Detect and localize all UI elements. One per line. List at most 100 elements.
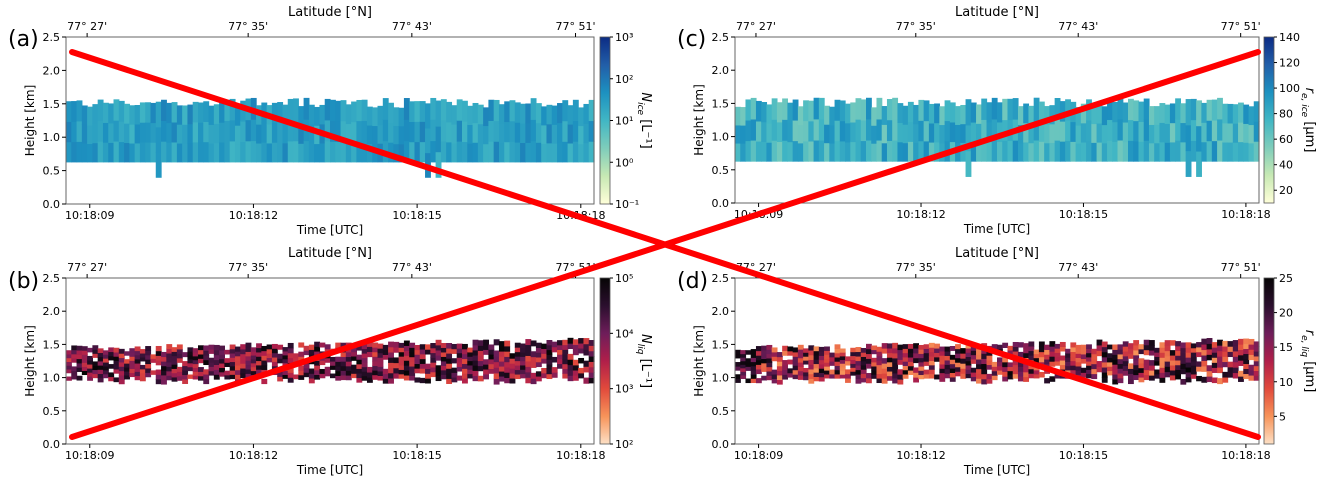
heatmap-cell [735, 366, 741, 371]
heatmap-cell [839, 352, 846, 357]
heatmap-cell [1175, 140, 1181, 162]
heatmap-cell [425, 349, 431, 355]
heatmap-cell [187, 374, 194, 379]
heatmap-cell [1117, 118, 1124, 141]
heatmap-cell [145, 142, 152, 163]
heatmap-cell [949, 122, 956, 143]
heatmap-cell [425, 128, 431, 154]
heatmap-cell [477, 350, 484, 356]
heatmap-cell [430, 362, 437, 368]
heatmap-cell [171, 376, 178, 382]
heatmap-cell [991, 366, 998, 372]
heatmap-cell [1211, 140, 1218, 162]
heatmap-cell [234, 374, 241, 380]
heatmap-cell [551, 356, 558, 363]
heatmap-cell [171, 364, 178, 369]
heatmap-cell [388, 122, 394, 143]
heatmap-cell [1164, 345, 1171, 352]
heatmap-cell [1133, 374, 1140, 381]
heatmap-cell [314, 360, 321, 366]
heatmap-cell [472, 122, 479, 143]
heatmap-cell [1012, 369, 1019, 375]
heatmap-cell [182, 374, 189, 380]
heatmap-cell [845, 360, 851, 366]
heatmap-cell [797, 353, 804, 359]
heatmap-cell [1238, 370, 1244, 377]
heatmap-cell [261, 142, 268, 163]
heatmap-cell [923, 140, 930, 162]
heatmap-cell [403, 140, 410, 163]
heatmap-cell [1065, 365, 1071, 371]
heatmap-cell [1227, 361, 1234, 368]
heatmap-cell [1122, 346, 1129, 352]
heatmap-cell [897, 122, 904, 143]
heatmap-cell [1227, 351, 1234, 358]
heatmap-cell [955, 357, 961, 363]
heatmap-cell [782, 140, 788, 162]
heatmap-cell [1253, 355, 1260, 362]
heatmap-cell [829, 361, 836, 366]
heatmap-cell [303, 140, 310, 163]
heatmap-cell [1075, 353, 1082, 359]
heatmap-cell [546, 373, 553, 380]
heatmap-cell [934, 352, 940, 358]
heatmap-cell [776, 121, 783, 143]
heatmap-cell [71, 141, 78, 163]
heatmap-cell [1206, 370, 1213, 377]
heatmap-cell [219, 345, 225, 351]
heatmap-cell [782, 374, 788, 380]
heatmap-cell [871, 370, 878, 375]
heatmap-cell [541, 353, 548, 359]
heatmap-cell [129, 124, 136, 144]
heatmap-cell [829, 373, 836, 379]
heatmap-cell [771, 140, 778, 162]
heatmap-cell [1101, 124, 1108, 144]
heatmap-cell [525, 344, 532, 351]
heatmap-cell [991, 375, 998, 381]
heatmap-cell [287, 377, 294, 383]
x-axis-label: Time [UTC] [963, 222, 1030, 236]
colorbar-tick-label: 60 [1279, 133, 1293, 146]
colorbar-label: re, liq [μm] [1299, 330, 1317, 393]
heatmap-cell [430, 97, 437, 120]
heatmap-cell [440, 343, 447, 348]
y-tick-label: 0.0 [712, 197, 730, 210]
heatmap-cell [419, 344, 426, 350]
heatmap-cell [456, 361, 463, 367]
heatmap-cell [462, 343, 468, 350]
heatmap-cell [266, 344, 273, 350]
heatmap-cell [740, 364, 747, 369]
plot-frame [65, 277, 595, 445]
heatmap-cell [546, 354, 553, 360]
heatmap-cell [161, 141, 167, 163]
heatmap-cell [546, 344, 553, 351]
heatmap-cell [1133, 345, 1140, 351]
heatmap-cell [340, 100, 347, 122]
heatmap-cell [928, 360, 935, 366]
heatmap-cell [1248, 124, 1255, 144]
heatmap-cell [403, 355, 410, 361]
heatmap-cell [1159, 377, 1166, 383]
heatmap-cell [1038, 141, 1045, 162]
heatmap-cell [928, 123, 935, 143]
heatmap-cell [1154, 106, 1161, 125]
heatmap-cell [902, 142, 909, 162]
colorbar-label-main: N [638, 334, 653, 344]
heatmap-cell [934, 356, 940, 362]
heatmap-cell [419, 101, 426, 122]
heatmap-cell [118, 348, 125, 354]
heatmap-cell [797, 362, 804, 367]
y-tick-label: 0.5 [712, 164, 730, 177]
x-tick-label: 10:18:18 [1221, 449, 1270, 462]
heatmap-cell [1075, 349, 1082, 354]
heatmap-cell [192, 352, 199, 357]
heatmap-cell [797, 142, 804, 162]
heatmap-cell [361, 141, 368, 163]
heatmap-cell [81, 346, 88, 351]
heatmap-cell [761, 349, 768, 355]
heatmap-cell [766, 357, 773, 363]
heatmap-cell [1133, 340, 1140, 346]
heatmap-cell [1033, 369, 1040, 375]
heatmap-cell [981, 368, 988, 375]
heatmap-cell [1154, 373, 1161, 379]
